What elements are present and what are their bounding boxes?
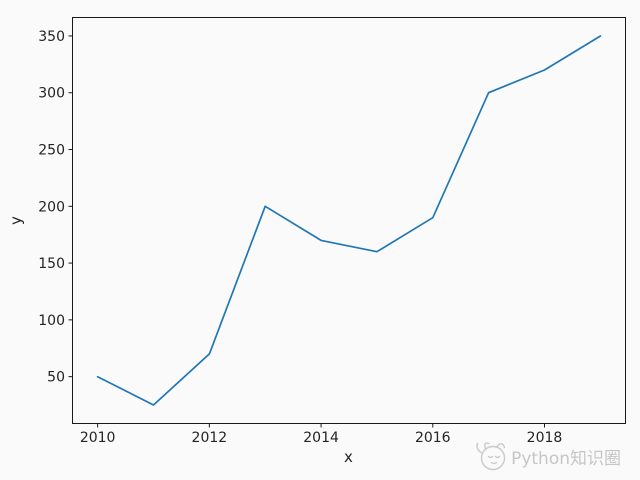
y-tick-label: 150 [38, 256, 65, 272]
y-tick-label: 200 [38, 199, 65, 215]
x-tick-label: 2018 [527, 430, 563, 446]
watermark-text: Python知识圈 [511, 449, 621, 469]
data-series-line [96, 35, 602, 406]
y-axis-label: y [7, 216, 25, 225]
plot-border [72, 17, 626, 424]
y-tick-label: 50 [47, 370, 65, 386]
x-tick-label: 2016 [415, 430, 451, 446]
x-tick-label: 2010 [80, 430, 116, 446]
watermark-mascot-icon [476, 442, 506, 471]
y-tick-label: 350 [38, 29, 65, 45]
watermark: Python知识圈 [476, 442, 621, 471]
plot-area: 2010 2012 2014 2016 2018 50 100 150 200 250 300 350 [38, 17, 626, 446]
y-tick-label: 250 [38, 143, 65, 159]
y-tick-label: 100 [38, 313, 65, 329]
x-axis-label: x [344, 448, 353, 466]
x-tick-label: 2012 [192, 430, 228, 446]
y-tick-label: 300 [38, 86, 65, 102]
x-tick-label: 2014 [303, 430, 339, 446]
